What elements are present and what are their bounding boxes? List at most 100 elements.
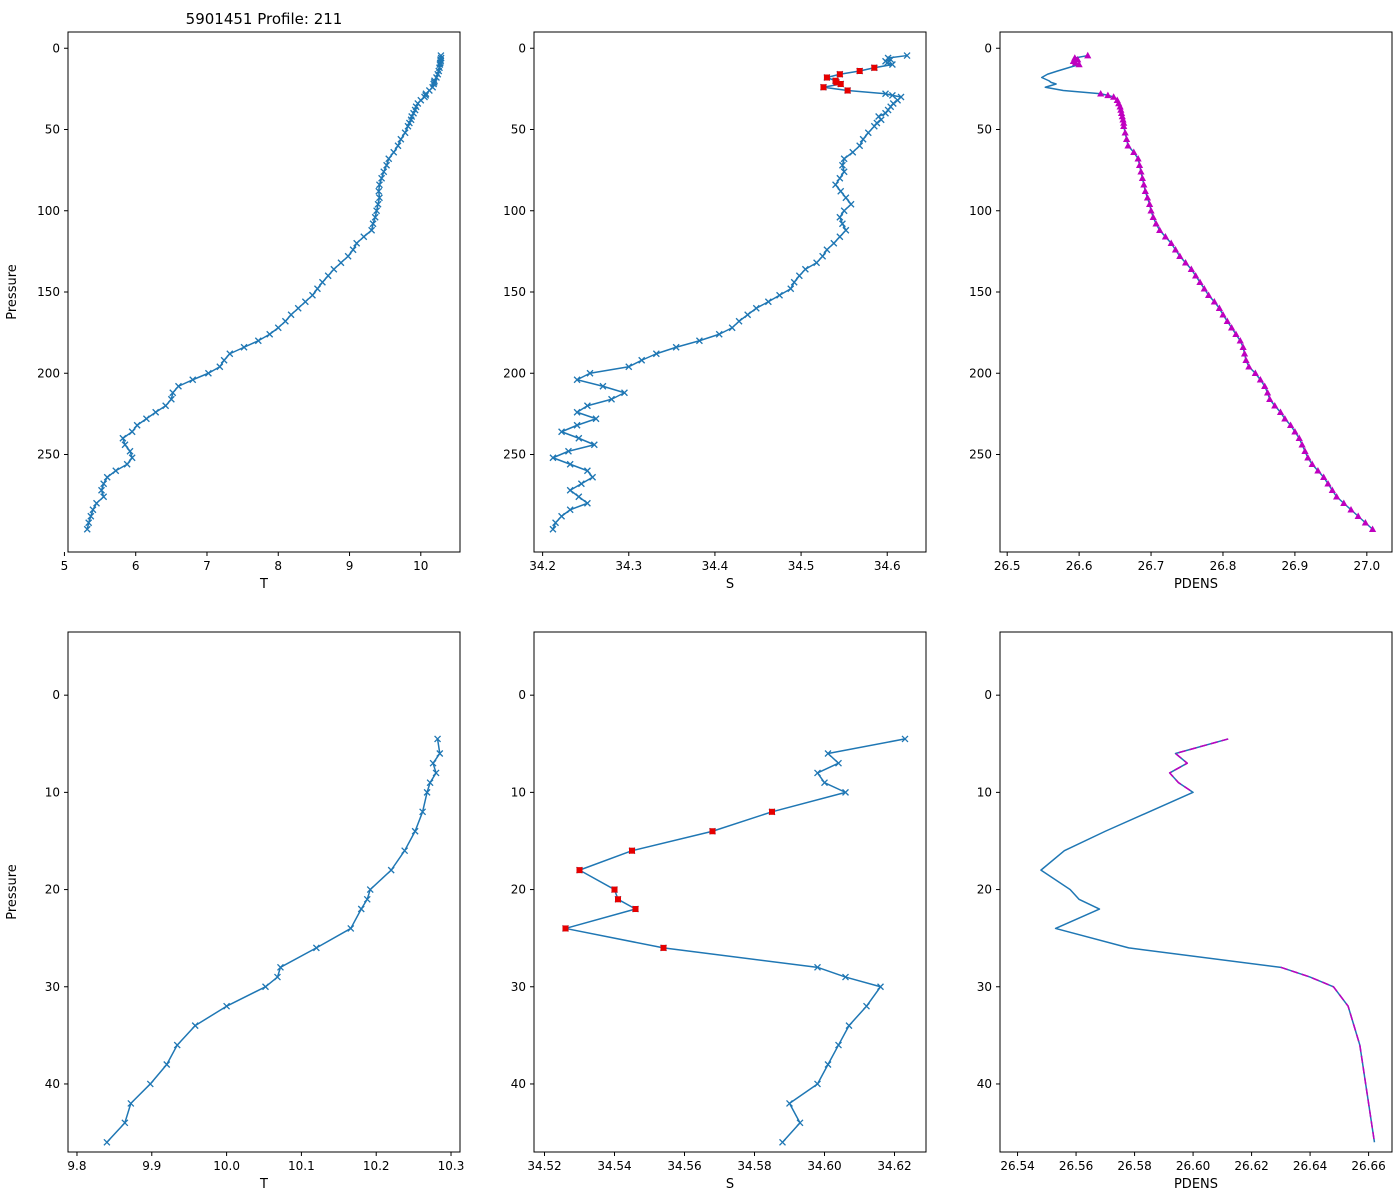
triangle-marker <box>1137 167 1145 175</box>
plot-background <box>1000 32 1392 552</box>
triangle-marker <box>1117 106 1125 113</box>
triangle-marker <box>1219 310 1227 318</box>
x-marker <box>93 499 100 507</box>
x-tick-label: 34.54 <box>597 1159 631 1173</box>
x-marker <box>883 59 891 67</box>
triangle-marker <box>1263 388 1272 396</box>
x-marker <box>387 866 395 874</box>
x-marker <box>430 78 438 86</box>
x-marker <box>103 1138 111 1146</box>
x-tick-label: 10.2 <box>363 1159 390 1173</box>
x-marker <box>128 428 136 436</box>
plot-background <box>534 32 926 552</box>
triangle-marker <box>1181 258 1190 266</box>
subplot-temperature-full: 5 6 7 8 9 10 0 50 100 150 200 250 T Pressure <box>0 0 466 600</box>
x-axis: 5 6 7 8 9 10 <box>61 552 428 573</box>
x-marker <box>380 168 388 176</box>
y-tick-label: 250 <box>37 448 60 462</box>
triangle-marker <box>1239 343 1247 351</box>
triangle-marker <box>1228 323 1236 331</box>
y-tick-label: 0 <box>984 688 992 702</box>
x-marker <box>566 506 574 514</box>
triangle-marker <box>1261 382 1269 390</box>
x-marker <box>128 454 136 462</box>
chart-pdens-zoom: 26.54 26.56 26.58 26.60 26.62 26.64 26.66 0 10 20… <box>977 631 1393 1192</box>
square-marker <box>611 886 618 893</box>
x-marker <box>146 1080 154 1088</box>
x-axis: 34.52 34.54 34.56 34.58 34.60 34.62 <box>527 1152 912 1173</box>
x-marker <box>835 1041 842 1049</box>
triangle-marker <box>1192 271 1200 279</box>
chart-sal-full: 34.2 34.3 34.4 34.5 34.6 0 50 100 150 200 250 S <box>503 31 927 592</box>
x-marker <box>573 408 581 416</box>
x-marker <box>281 317 289 325</box>
triangle-marker <box>1118 112 1126 120</box>
x-marker <box>870 122 878 130</box>
triangle-marker <box>1196 278 1204 286</box>
figure-title: 5901451 Profile: 211 <box>185 10 343 28</box>
triangle-marker <box>1240 349 1249 357</box>
subplot-pdens-zoom: 26.54 26.56 26.58 26.60 26.62 26.64 26.66 0 10 20… <box>932 600 1398 1200</box>
series-salinity-profile-zoom <box>564 738 906 1143</box>
x-marker <box>287 311 295 319</box>
x-marker <box>695 337 703 345</box>
x-marker <box>888 91 896 99</box>
x-tick-label: 34.52 <box>527 1159 561 1173</box>
triangle-marker <box>1084 51 1092 59</box>
series-temperature-profile-zoom <box>106 738 441 1143</box>
triangle-marker <box>1295 434 1303 442</box>
square-marker <box>833 79 840 86</box>
x-marker <box>790 278 798 286</box>
triangle-marker <box>1354 512 1362 520</box>
x-marker <box>375 187 383 195</box>
triangle-marker <box>1122 135 1131 143</box>
y-tick-label: 0 <box>52 688 60 702</box>
x-tick-label: 26.8 <box>1210 559 1237 573</box>
x-marker <box>779 1138 786 1146</box>
square-marker <box>823 74 830 81</box>
x-axis: 26.54 26.56 26.58 26.60 26.62 26.64 26.66 <box>1000 1152 1386 1173</box>
plot-background <box>68 632 460 1152</box>
triangle-marker <box>1116 102 1124 110</box>
x-marker <box>223 1002 231 1010</box>
x-marker <box>583 402 591 410</box>
triangle-marker <box>1143 193 1152 201</box>
x-marker <box>558 512 566 520</box>
x-axis-label: PDENS <box>1174 577 1218 592</box>
x-marker <box>672 343 680 351</box>
x-tick-label: 8 <box>274 559 282 573</box>
x-marker <box>100 480 108 488</box>
x-marker <box>189 376 197 384</box>
x-marker <box>103 473 111 481</box>
y-axis: 0 50 100 150 200 250 <box>969 41 1000 462</box>
x-marker <box>814 1080 821 1088</box>
triangle-marker <box>1130 148 1138 156</box>
y-tick-label: 50 <box>511 123 526 137</box>
x-marker <box>436 750 444 757</box>
x-marker <box>832 181 839 189</box>
x-marker <box>566 486 574 494</box>
triangle-marker <box>1204 291 1213 299</box>
y-tick-label: 40 <box>977 1077 992 1091</box>
y-tick-label: 100 <box>969 204 992 218</box>
x-marker <box>100 493 108 501</box>
x-marker <box>814 963 821 971</box>
x-tick-label: 26.66 <box>1351 1159 1385 1173</box>
x-marker <box>786 1099 793 1107</box>
triangle-marker <box>1167 239 1175 247</box>
x-marker <box>378 174 386 182</box>
x-axis-label: S <box>726 577 734 592</box>
x-tick-label: 34.3 <box>615 559 642 573</box>
x-marker <box>566 460 574 468</box>
x-tick-label: 10.3 <box>438 1159 465 1173</box>
x-marker <box>385 155 393 163</box>
x-marker <box>423 788 431 796</box>
markers-salinity-flagged-zoom <box>562 808 775 951</box>
x-marker <box>173 1041 181 1049</box>
x-tick-label: 9.8 <box>67 1159 86 1173</box>
x-marker <box>123 460 131 468</box>
x-marker <box>142 415 150 423</box>
x-marker <box>407 116 415 124</box>
plot-background <box>1000 632 1392 1152</box>
